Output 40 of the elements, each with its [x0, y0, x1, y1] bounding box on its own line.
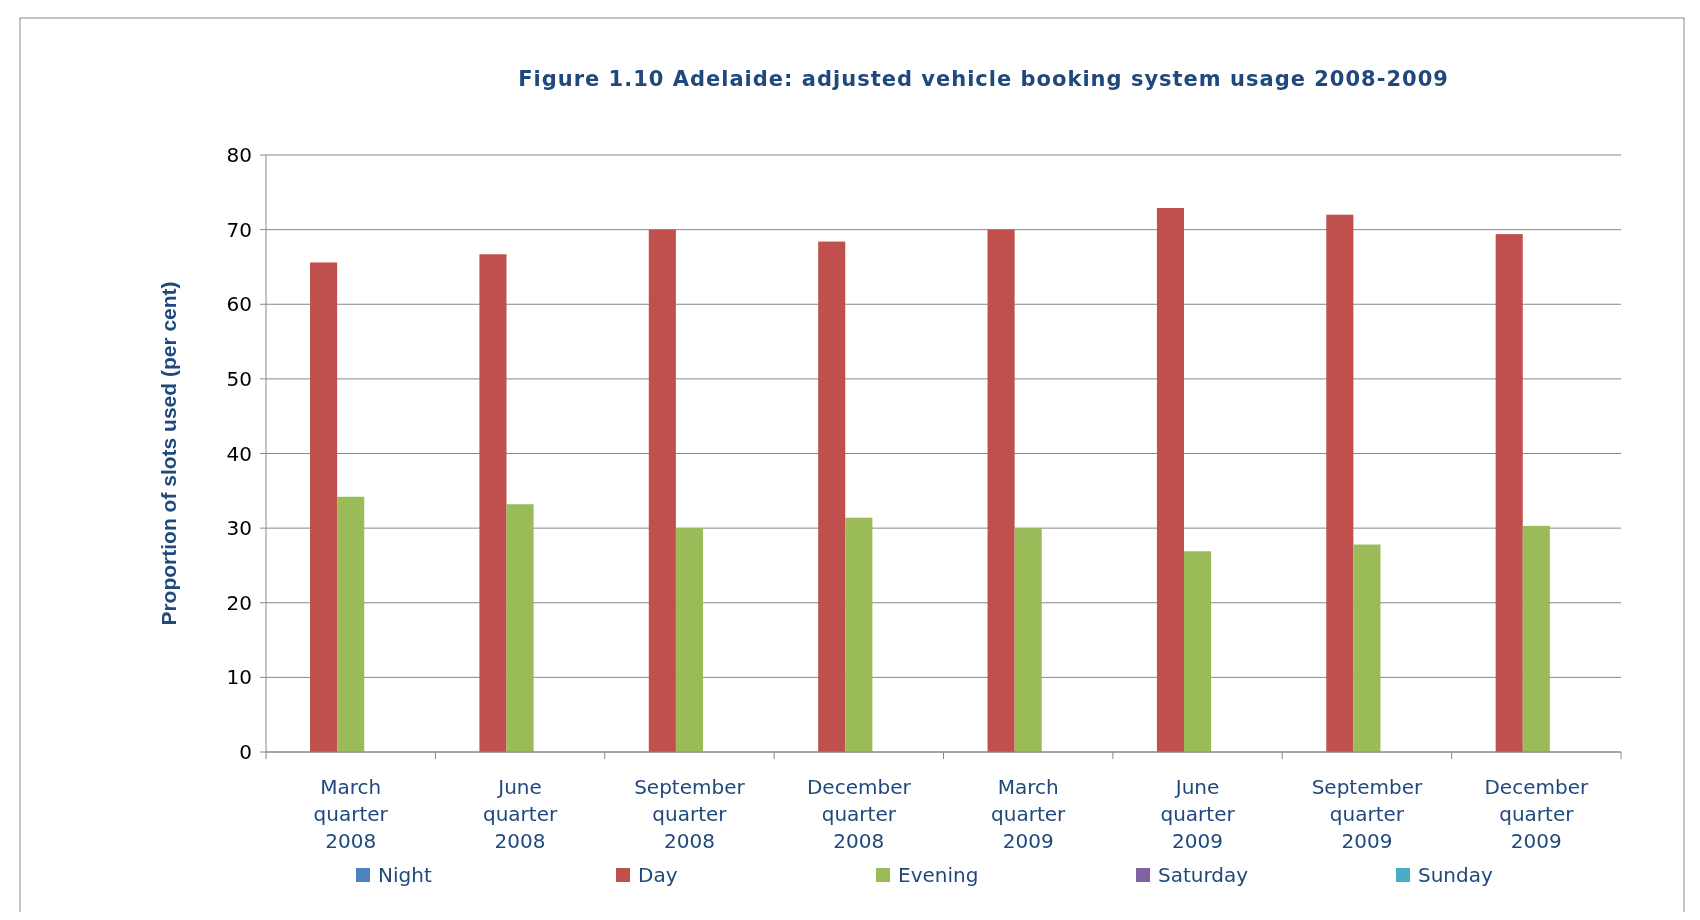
x-tick-label: June quarter 2009 — [1160, 775, 1236, 853]
y-tick-label: 20 — [226, 590, 252, 615]
bar — [845, 517, 873, 752]
x-tick-label: March quarter 2009 — [991, 775, 1067, 853]
bar — [1184, 551, 1212, 752]
bar — [987, 229, 1015, 752]
legend-label: Night — [378, 863, 432, 887]
y-tick-label: 80 — [226, 143, 252, 167]
bar — [1326, 214, 1354, 752]
bar — [1353, 544, 1381, 752]
x-tick-label: June quarter 2008 — [482, 775, 558, 853]
y-axis-title: Proportion of slots used (per cent) — [157, 281, 180, 626]
x-tick-label: December quarter 2009 — [1484, 775, 1589, 853]
y-tick-label: 0 — [239, 740, 252, 764]
x-tick-label: December quarter 2008 — [806, 775, 912, 853]
legend-label: Day — [638, 863, 678, 887]
x-tick-label: September quarter 2008 — [634, 775, 746, 853]
chart-title: Figure 1.10 Adelaide: adjusted vehicle booking system usage 2008-2009 — [518, 67, 1449, 91]
bar — [337, 496, 365, 752]
y-tick-label: 60 — [226, 292, 252, 317]
y-tick-label: 70 — [226, 217, 252, 242]
y-tick-label: 10 — [226, 665, 252, 690]
bar — [675, 528, 703, 752]
bar — [1495, 234, 1523, 752]
legend-label: Saturday — [1158, 863, 1249, 887]
y-tick-label: 30 — [226, 516, 252, 541]
legend-label: Evening — [898, 863, 979, 887]
x-tick-label: September quarter 2009 — [1311, 775, 1423, 853]
x-tick-label: March quarter 2008 — [313, 775, 389, 853]
bar — [1014, 528, 1042, 752]
bar — [479, 254, 507, 752]
bar — [818, 241, 846, 752]
bar — [310, 262, 338, 752]
bar — [1522, 525, 1550, 752]
y-tick-label: 50 — [226, 366, 252, 391]
legend-label: Sunday — [1418, 863, 1493, 887]
bar — [648, 229, 676, 752]
bar — [506, 504, 534, 752]
bar — [1156, 207, 1185, 752]
y-tick-label: 40 — [226, 441, 252, 466]
